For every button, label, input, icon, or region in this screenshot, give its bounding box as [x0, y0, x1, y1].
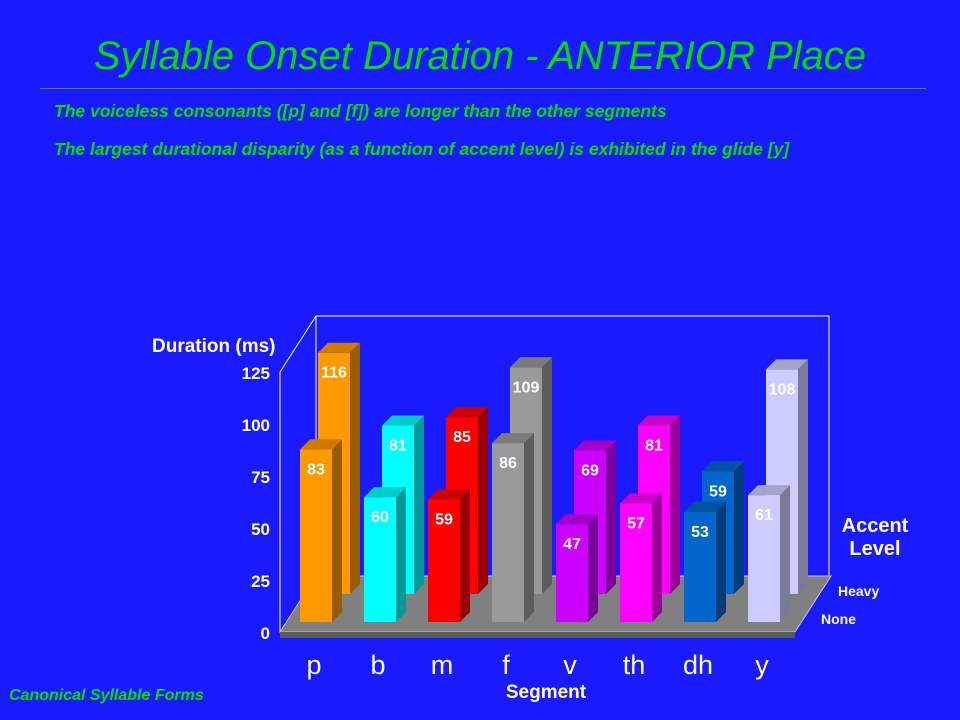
- data-label-heavy-m: 85: [453, 429, 471, 446]
- bar-heavy-b-top: [382, 415, 424, 426]
- slide-title: Syllable Onset Duration - ANTERIOR Place: [93, 34, 867, 78]
- data-label-heavy-b: 81: [389, 438, 407, 455]
- data-label-none-p: 83: [307, 461, 325, 478]
- data-label-none-b: 60: [371, 509, 389, 526]
- y-tick-label-1: 25: [251, 572, 270, 591]
- data-label-none-dh: 53: [691, 524, 709, 541]
- data-label-heavy-v: 69: [581, 462, 599, 479]
- bar-none-p-top: [300, 439, 342, 450]
- y-axis-title: Duration (ms): [152, 336, 276, 357]
- bar-heavy-m-top: [446, 407, 488, 418]
- data-label-heavy-f: 109: [513, 379, 540, 396]
- bar-heavy-dh-top: [702, 461, 744, 472]
- z-axis-title-line-2: Level: [849, 538, 900, 560]
- chart-floor-edge: [280, 632, 795, 638]
- chart-wall: [279, 315, 830, 577]
- z-axis-title-line-1: Accent: [842, 515, 909, 537]
- data-label-heavy-y: 108: [769, 381, 796, 398]
- bar-heavy-th-side: [670, 415, 680, 594]
- bar-none-dh-top: [684, 501, 726, 512]
- bullet-text-2: The largest durational disparity (as a f…: [54, 139, 790, 159]
- footer-text: Canonical Syllable Forms: [9, 687, 204, 704]
- bar-heavy-m-side: [478, 407, 488, 594]
- bar-none-dh: [684, 511, 716, 622]
- x-tick-label-p: p: [306, 650, 321, 680]
- series-label-0: Heavy: [838, 583, 879, 599]
- bar-heavy-b-side: [414, 415, 424, 594]
- bar-none-m-top: [428, 489, 470, 500]
- bar-heavy-f-side: [542, 357, 552, 594]
- bar-heavy-v-top: [574, 440, 616, 451]
- data-label-heavy-p: 116: [321, 365, 347, 382]
- bar-none-dh-side: [716, 501, 726, 622]
- bar-none-m-side: [460, 489, 470, 622]
- bar-none-p-side: [332, 439, 342, 622]
- x-tick-label-y: y: [755, 650, 769, 680]
- bar-none-m: [428, 499, 460, 622]
- bar-none-b-top: [364, 487, 406, 498]
- bar-none-th-side: [652, 493, 662, 622]
- y-tick-label-5: 125: [242, 364, 270, 383]
- bar-heavy-y-top: [766, 359, 808, 370]
- data-label-none-y: 61: [755, 507, 773, 524]
- bullet-text-1: The voiceless consonants ([p] and [f]) a…: [54, 101, 667, 121]
- x-tick-label-v: v: [563, 650, 577, 680]
- bar-none-f-top: [492, 433, 534, 444]
- data-label-none-th: 57: [627, 515, 645, 532]
- data-label-heavy-dh: 59: [709, 483, 727, 500]
- bar-none-y-side: [780, 485, 790, 622]
- y-tick-label-4: 100: [242, 416, 270, 435]
- x-tick-label-b: b: [370, 650, 385, 680]
- bar-none-th: [620, 503, 652, 622]
- bar-none-v-side: [588, 514, 598, 622]
- bar-none-f-side: [524, 433, 534, 622]
- x-tick-label-dh: dh: [683, 650, 713, 680]
- x-axis-title: Segment: [506, 682, 587, 703]
- y-tick-label-0: 0: [261, 624, 270, 643]
- data-label-none-v: 47: [563, 536, 581, 553]
- bar-none-b: [364, 497, 396, 622]
- series-label-1: None: [821, 611, 856, 627]
- data-label-none-f: 86: [499, 455, 517, 472]
- title-divider: [40, 88, 926, 89]
- bar-none-y-top: [748, 485, 790, 496]
- bar-none-v: [556, 524, 588, 622]
- bar-heavy-y-side: [798, 359, 808, 594]
- bar-none-b-side: [396, 487, 406, 622]
- x-tick-label-m: m: [431, 650, 454, 680]
- bar-none-y: [748, 495, 780, 622]
- bar-none-p: [300, 449, 332, 622]
- data-label-heavy-th: 81: [645, 438, 663, 455]
- y-tick-label-2: 50: [251, 520, 270, 539]
- x-tick-label-th: th: [623, 650, 646, 680]
- bar-heavy-v-side: [606, 440, 616, 594]
- bar-heavy-f-top: [510, 357, 552, 368]
- y-tick-label-3: 75: [251, 468, 270, 487]
- bar-heavy-p-top: [318, 342, 360, 353]
- x-tick-label-f: f: [502, 650, 510, 680]
- bar-none-v-top: [556, 514, 598, 525]
- data-label-none-m: 59: [435, 511, 453, 528]
- bar-heavy-dh-side: [734, 461, 744, 594]
- bar-none-f: [492, 443, 524, 622]
- bar-heavy-th-top: [638, 415, 680, 426]
- bar-none-th-top: [620, 493, 662, 504]
- bar-heavy-p-side: [350, 342, 360, 594]
